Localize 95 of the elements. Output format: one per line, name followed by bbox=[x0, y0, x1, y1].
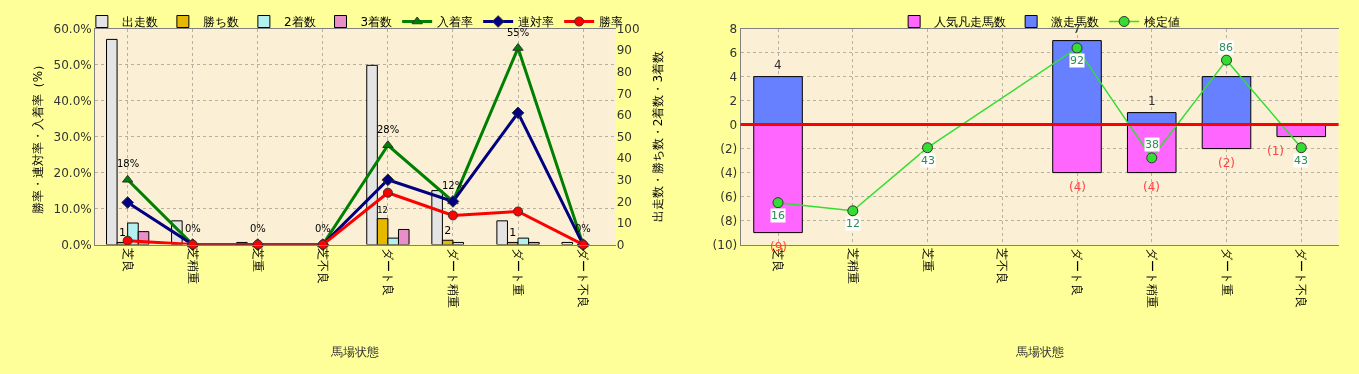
y2-tick-label: 90 bbox=[616, 43, 632, 58]
y-tick-label: 40.0% bbox=[53, 93, 92, 108]
legend-label: 検定値 bbox=[1144, 15, 1181, 30]
y2-tick-label: 80 bbox=[616, 65, 632, 79]
data-label: 2 bbox=[444, 224, 452, 238]
x-tick-label: ダート重 bbox=[1219, 248, 1234, 296]
point bbox=[847, 205, 859, 217]
data-label: 55% bbox=[507, 27, 530, 38]
data-label: (1) bbox=[1267, 144, 1284, 158]
y-tick-label: 0 bbox=[729, 117, 738, 132]
data-label: 16 bbox=[771, 209, 785, 222]
x-tick-label: ダート良 bbox=[1070, 248, 1085, 296]
point bbox=[122, 235, 133, 246]
x-tick-label: 芝重 bbox=[250, 248, 265, 272]
y-tick-label: 60.0% bbox=[53, 21, 92, 36]
data-label: (4) bbox=[1143, 180, 1160, 194]
y-tick-label: 50.0% bbox=[53, 57, 92, 72]
x-tick-label: 芝重 bbox=[920, 248, 935, 272]
data-label: 0% bbox=[315, 223, 331, 234]
y-axis-title: 勝率・連対率・入着率（%） bbox=[30, 58, 45, 215]
y-tick-label: (2) bbox=[720, 141, 738, 156]
point bbox=[511, 106, 525, 120]
data-label: 12 bbox=[377, 205, 388, 216]
x-tick-label: ダート稍重 bbox=[446, 248, 461, 308]
y2-tick-label: 70 bbox=[616, 86, 632, 101]
y2-tick-label: 10 bbox=[616, 216, 632, 231]
bar bbox=[1201, 76, 1252, 126]
point bbox=[382, 187, 393, 198]
y-tick-label: (8) bbox=[720, 213, 738, 228]
data-label: 0% bbox=[185, 223, 201, 234]
y2-axis-title: 出走数・勝ち数・2着数・3着数 bbox=[651, 50, 666, 223]
y2-tick-label: 50 bbox=[616, 129, 632, 144]
data-label: 18% bbox=[117, 158, 140, 169]
point bbox=[121, 196, 135, 209]
y-tick-label: 10.0% bbox=[53, 201, 92, 216]
point bbox=[1146, 152, 1158, 164]
x-tick-label: 芝良 bbox=[120, 248, 135, 272]
data-label: (2) bbox=[1218, 156, 1235, 170]
x-tick-label: ダート稍重 bbox=[1144, 248, 1159, 308]
bar bbox=[1052, 124, 1102, 174]
y2-tick-label: 40 bbox=[616, 151, 632, 166]
x-tick-label: 芝不良 bbox=[315, 248, 330, 284]
y-tick-label: (10) bbox=[712, 237, 738, 252]
point bbox=[1071, 42, 1083, 54]
y-tick-label: (6) bbox=[720, 189, 738, 204]
data-label: 86 bbox=[1219, 41, 1233, 54]
x-axis-title: 馬場状態 bbox=[1014, 344, 1064, 359]
point bbox=[381, 173, 395, 187]
point bbox=[772, 197, 784, 209]
data-label: (4) bbox=[1069, 180, 1086, 194]
point bbox=[447, 210, 458, 221]
legend-label: 連対率 bbox=[518, 15, 555, 30]
y-tick-label: 2 bbox=[729, 93, 738, 108]
data-label: 0% bbox=[250, 223, 266, 234]
data-label: 38 bbox=[1145, 138, 1159, 151]
y-tick-label: 6 bbox=[729, 45, 738, 60]
point bbox=[513, 206, 524, 217]
y-tick-label: 20.0% bbox=[53, 165, 92, 180]
x-tick-label: ダート不良 bbox=[1294, 248, 1309, 308]
y2-tick-label: 0 bbox=[616, 237, 625, 252]
legend-label: 3着数 bbox=[360, 15, 393, 30]
bar bbox=[753, 124, 803, 234]
y-tick-label: 4 bbox=[729, 69, 738, 84]
x-tick-label: 芝稍重 bbox=[845, 248, 860, 284]
data-label: 43 bbox=[1294, 154, 1308, 167]
y2-tick-label: 60 bbox=[616, 108, 632, 123]
data-label: 43 bbox=[921, 154, 935, 167]
data-label: 1 bbox=[509, 226, 517, 240]
y-tick-label: 8 bbox=[729, 21, 738, 36]
bar bbox=[753, 76, 803, 126]
x-tick-label: 芝稍重 bbox=[185, 248, 200, 284]
data-label: 92 bbox=[1070, 54, 1084, 67]
x-tick-label: ダート重 bbox=[511, 248, 526, 296]
data-label: 1 bbox=[1148, 94, 1156, 108]
data-label: 1 bbox=[118, 226, 126, 240]
x-tick-label: ダート不良 bbox=[576, 248, 591, 308]
y-tick-label: 30.0% bbox=[53, 129, 92, 144]
legend-label: 2着数 bbox=[283, 15, 316, 30]
data-label: 12 bbox=[846, 217, 860, 230]
data-label: 4 bbox=[774, 58, 782, 72]
y-tick-label: (4) bbox=[720, 165, 738, 180]
legend-label: 出走数 bbox=[121, 15, 158, 30]
x-tick-label: 芝不良 bbox=[995, 248, 1010, 284]
point bbox=[1295, 142, 1307, 154]
point bbox=[1221, 54, 1232, 66]
y-tick-label: 0.0% bbox=[61, 237, 92, 252]
y2-tick-label: 20 bbox=[616, 194, 632, 209]
bar bbox=[1201, 124, 1252, 150]
point bbox=[922, 142, 934, 154]
x-tick-label: ダート良 bbox=[381, 248, 396, 296]
x-axis-title: 馬場状態 bbox=[330, 344, 380, 359]
y2-tick-label: 30 bbox=[616, 173, 632, 187]
legend-label: 勝ち数 bbox=[202, 15, 239, 30]
legend-label: 入着率 bbox=[437, 15, 474, 30]
legend-label: 人気凡走馬数 bbox=[934, 15, 1007, 30]
